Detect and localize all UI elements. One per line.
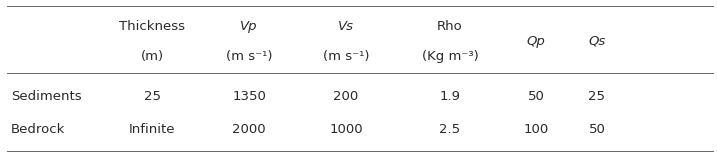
Text: Infinite: Infinite	[129, 123, 176, 136]
Text: (Kg m⁻³): (Kg m⁻³)	[422, 50, 478, 63]
Text: 25: 25	[589, 90, 605, 103]
Text: (m): (m)	[141, 50, 164, 63]
Text: 2.5: 2.5	[440, 123, 460, 136]
Text: 50: 50	[528, 90, 544, 103]
Text: Qp: Qp	[526, 35, 546, 48]
Text: Bedrock: Bedrock	[11, 123, 65, 136]
Text: Vp: Vp	[240, 20, 258, 33]
Text: Rho: Rho	[437, 20, 462, 33]
Text: 1000: 1000	[329, 123, 363, 136]
Text: 2000: 2000	[232, 123, 266, 136]
Text: Qs: Qs	[588, 35, 606, 48]
Text: Vs: Vs	[338, 20, 354, 33]
Text: Sediments: Sediments	[11, 90, 82, 103]
Text: Thickness: Thickness	[119, 20, 186, 33]
Text: 1.9: 1.9	[440, 90, 460, 103]
Text: (m s⁻¹): (m s⁻¹)	[323, 50, 369, 63]
Text: 25: 25	[144, 90, 161, 103]
Text: 100: 100	[523, 123, 549, 136]
Text: 50: 50	[589, 123, 605, 136]
Text: 1350: 1350	[232, 90, 266, 103]
Text: (m s⁻¹): (m s⁻¹)	[226, 50, 272, 63]
Text: 200: 200	[333, 90, 358, 103]
